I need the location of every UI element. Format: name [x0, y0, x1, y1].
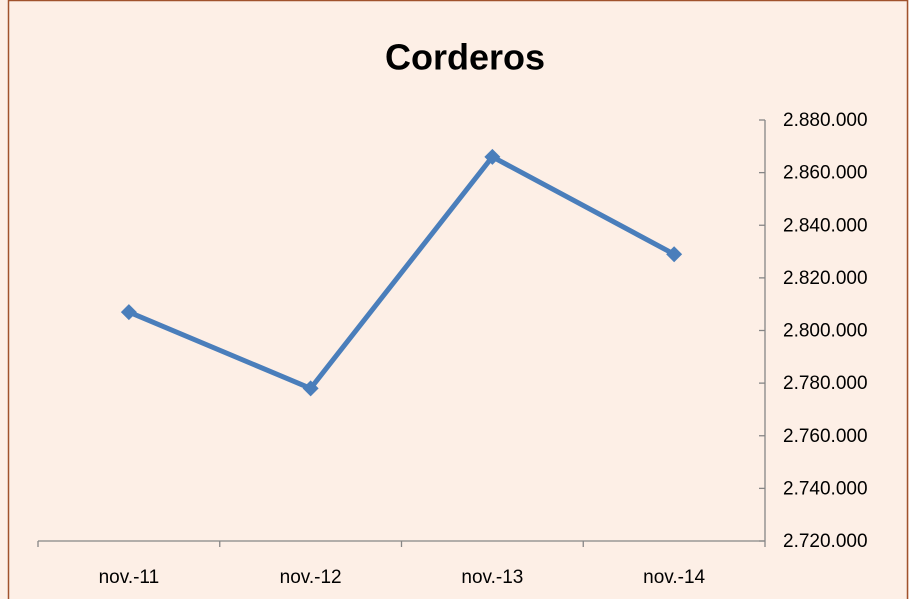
y-tick-label: 2.820.000 — [783, 268, 868, 289]
x-tick-label: nov.-13 — [461, 567, 523, 588]
marker — [120, 304, 137, 321]
y-tick-label: 2.720.000 — [783, 531, 868, 552]
x-tick-label: nov.-12 — [280, 567, 342, 588]
y-tick-label: 2.880.000 — [783, 110, 868, 131]
y-tick-label: 2.840.000 — [783, 215, 868, 236]
x-tick-label: nov.-14 — [643, 567, 705, 588]
chart-title: Corderos — [385, 37, 545, 78]
x-tick-label: nov.-11 — [99, 567, 160, 588]
frame — [7, 0, 909, 599]
y-tick-label: 2.760.000 — [783, 426, 868, 447]
marker — [484, 148, 501, 165]
y-tick-label: 2.800.000 — [783, 321, 868, 342]
marker — [302, 380, 319, 397]
line — [127, 154, 676, 391]
y-tick-label: 2.780.000 — [783, 373, 868, 394]
marker — [666, 246, 683, 263]
y-tick-label: 2.740.000 — [783, 478, 868, 499]
y-tick-label: 2.860.000 — [783, 163, 868, 184]
